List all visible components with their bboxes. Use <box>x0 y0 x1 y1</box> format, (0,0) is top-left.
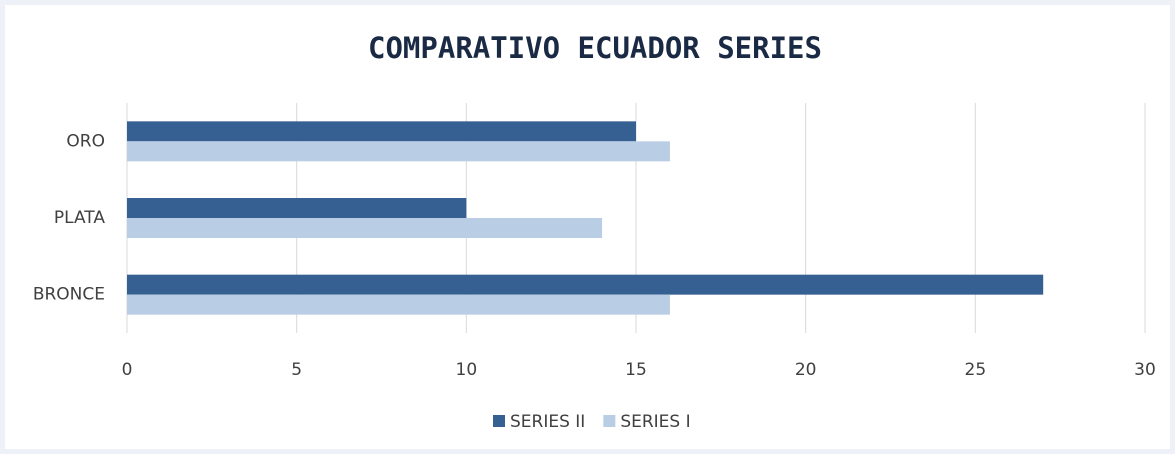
legend-swatch <box>603 415 616 427</box>
bar <box>127 198 467 218</box>
bar <box>127 141 670 162</box>
y-tick-label: PLATA <box>54 208 105 228</box>
bar <box>127 294 670 315</box>
legend-label: SERIES I <box>620 412 690 432</box>
y-tick-label: BRONCE <box>33 285 105 305</box>
x-tick-label: 20 <box>795 360 817 380</box>
x-tick-label: 5 <box>291 360 302 380</box>
x-tick-label: 10 <box>456 360 478 380</box>
legend-label: SERIES II <box>510 412 585 432</box>
y-tick-label: ORO <box>66 131 105 151</box>
legend-swatch <box>493 415 505 427</box>
x-tick-label: 30 <box>1134 360 1156 380</box>
x-tick-label: 25 <box>965 360 987 380</box>
x-tick-label: 0 <box>122 360 133 380</box>
bar <box>127 274 1044 295</box>
chart-title: COMPARATIVO ECUADOR SERIES <box>368 31 822 65</box>
x-tick-label: 15 <box>625 360 647 380</box>
bar <box>127 218 603 238</box>
bar <box>127 121 636 142</box>
